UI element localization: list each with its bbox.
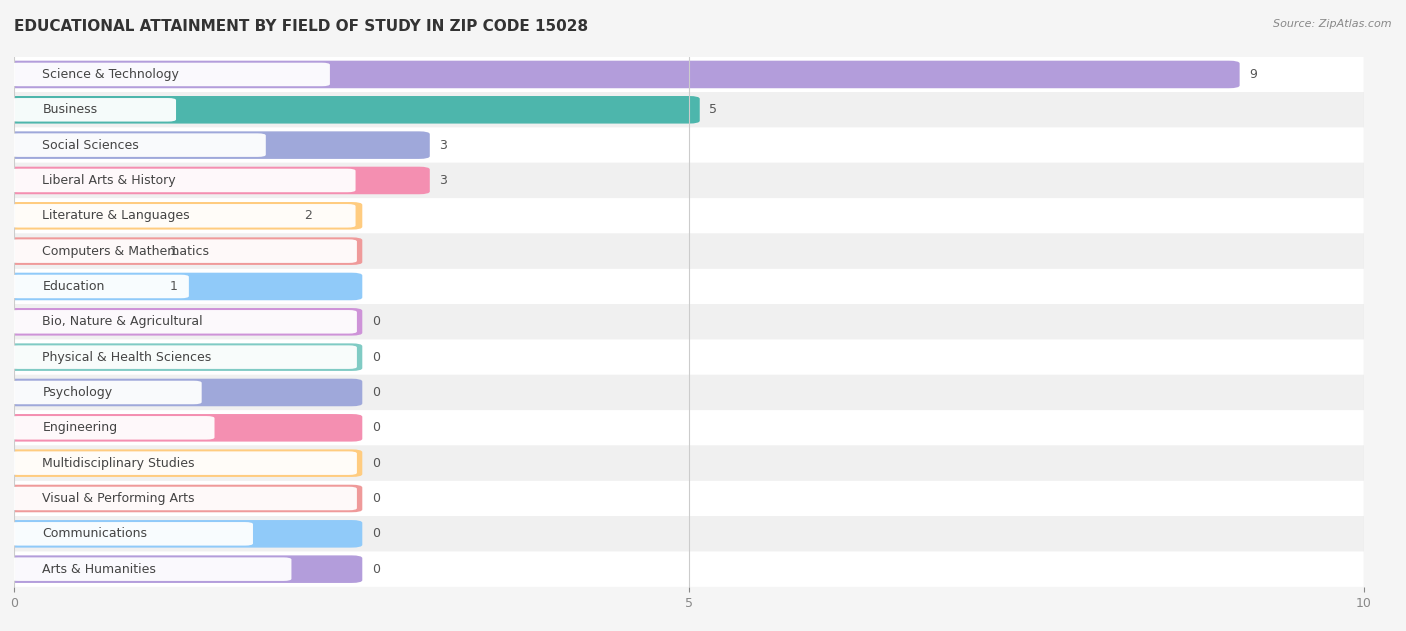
- FancyBboxPatch shape: [3, 343, 363, 371]
- FancyBboxPatch shape: [3, 167, 430, 194]
- Text: Physical & Health Sciences: Physical & Health Sciences: [42, 351, 212, 363]
- Text: Social Sciences: Social Sciences: [42, 139, 139, 151]
- FancyBboxPatch shape: [14, 551, 1364, 587]
- Text: Bio, Nature & Agricultural: Bio, Nature & Agricultural: [42, 316, 202, 328]
- FancyBboxPatch shape: [3, 449, 363, 477]
- FancyBboxPatch shape: [10, 204, 356, 228]
- FancyBboxPatch shape: [14, 445, 1364, 481]
- FancyBboxPatch shape: [3, 308, 363, 336]
- FancyBboxPatch shape: [3, 202, 363, 230]
- FancyBboxPatch shape: [14, 375, 1364, 410]
- Text: 2: 2: [304, 209, 312, 222]
- Text: 9: 9: [1249, 68, 1257, 81]
- Text: Multidisciplinary Studies: Multidisciplinary Studies: [42, 457, 195, 469]
- Text: Business: Business: [42, 103, 97, 116]
- Text: 0: 0: [371, 422, 380, 434]
- Text: 0: 0: [371, 563, 380, 575]
- FancyBboxPatch shape: [14, 481, 1364, 516]
- Text: 1: 1: [169, 280, 177, 293]
- Text: Communications: Communications: [42, 528, 148, 540]
- FancyBboxPatch shape: [10, 239, 357, 263]
- Text: EDUCATIONAL ATTAINMENT BY FIELD OF STUDY IN ZIP CODE 15028: EDUCATIONAL ATTAINMENT BY FIELD OF STUDY…: [14, 19, 588, 34]
- FancyBboxPatch shape: [10, 98, 176, 122]
- FancyBboxPatch shape: [10, 416, 215, 440]
- Text: 0: 0: [371, 386, 380, 399]
- FancyBboxPatch shape: [14, 410, 1364, 445]
- Text: Arts & Humanities: Arts & Humanities: [42, 563, 156, 575]
- Text: Visual & Performing Arts: Visual & Performing Arts: [42, 492, 195, 505]
- FancyBboxPatch shape: [3, 555, 363, 583]
- FancyBboxPatch shape: [3, 520, 363, 548]
- Text: Science & Technology: Science & Technology: [42, 68, 180, 81]
- FancyBboxPatch shape: [10, 451, 357, 475]
- FancyBboxPatch shape: [14, 198, 1364, 233]
- Text: Literature & Languages: Literature & Languages: [42, 209, 190, 222]
- FancyBboxPatch shape: [10, 380, 201, 404]
- Text: Engineering: Engineering: [42, 422, 118, 434]
- Text: 0: 0: [371, 492, 380, 505]
- Text: Source: ZipAtlas.com: Source: ZipAtlas.com: [1274, 19, 1392, 29]
- FancyBboxPatch shape: [10, 133, 266, 157]
- FancyBboxPatch shape: [14, 57, 1364, 92]
- Text: Education: Education: [42, 280, 105, 293]
- FancyBboxPatch shape: [3, 485, 363, 512]
- Text: 1: 1: [169, 245, 177, 257]
- Text: Liberal Arts & History: Liberal Arts & History: [42, 174, 176, 187]
- Text: 0: 0: [371, 351, 380, 363]
- Text: Computers & Mathematics: Computers & Mathematics: [42, 245, 209, 257]
- FancyBboxPatch shape: [3, 379, 363, 406]
- FancyBboxPatch shape: [10, 274, 188, 298]
- Text: 0: 0: [371, 457, 380, 469]
- FancyBboxPatch shape: [14, 233, 1364, 269]
- FancyBboxPatch shape: [14, 269, 1364, 304]
- FancyBboxPatch shape: [3, 237, 363, 265]
- FancyBboxPatch shape: [14, 304, 1364, 339]
- Text: 3: 3: [439, 174, 447, 187]
- Text: Psychology: Psychology: [42, 386, 112, 399]
- FancyBboxPatch shape: [10, 345, 357, 369]
- Text: 0: 0: [371, 316, 380, 328]
- Text: 0: 0: [371, 528, 380, 540]
- FancyBboxPatch shape: [3, 96, 700, 124]
- Text: 5: 5: [709, 103, 717, 116]
- FancyBboxPatch shape: [3, 131, 430, 159]
- FancyBboxPatch shape: [10, 62, 330, 86]
- FancyBboxPatch shape: [14, 92, 1364, 127]
- FancyBboxPatch shape: [10, 557, 291, 581]
- FancyBboxPatch shape: [3, 414, 363, 442]
- FancyBboxPatch shape: [3, 273, 363, 300]
- FancyBboxPatch shape: [10, 487, 357, 510]
- FancyBboxPatch shape: [14, 339, 1364, 375]
- FancyBboxPatch shape: [14, 127, 1364, 163]
- FancyBboxPatch shape: [3, 61, 1240, 88]
- FancyBboxPatch shape: [14, 516, 1364, 551]
- FancyBboxPatch shape: [10, 168, 356, 192]
- FancyBboxPatch shape: [10, 522, 253, 546]
- FancyBboxPatch shape: [14, 163, 1364, 198]
- FancyBboxPatch shape: [10, 310, 357, 334]
- Text: 3: 3: [439, 139, 447, 151]
